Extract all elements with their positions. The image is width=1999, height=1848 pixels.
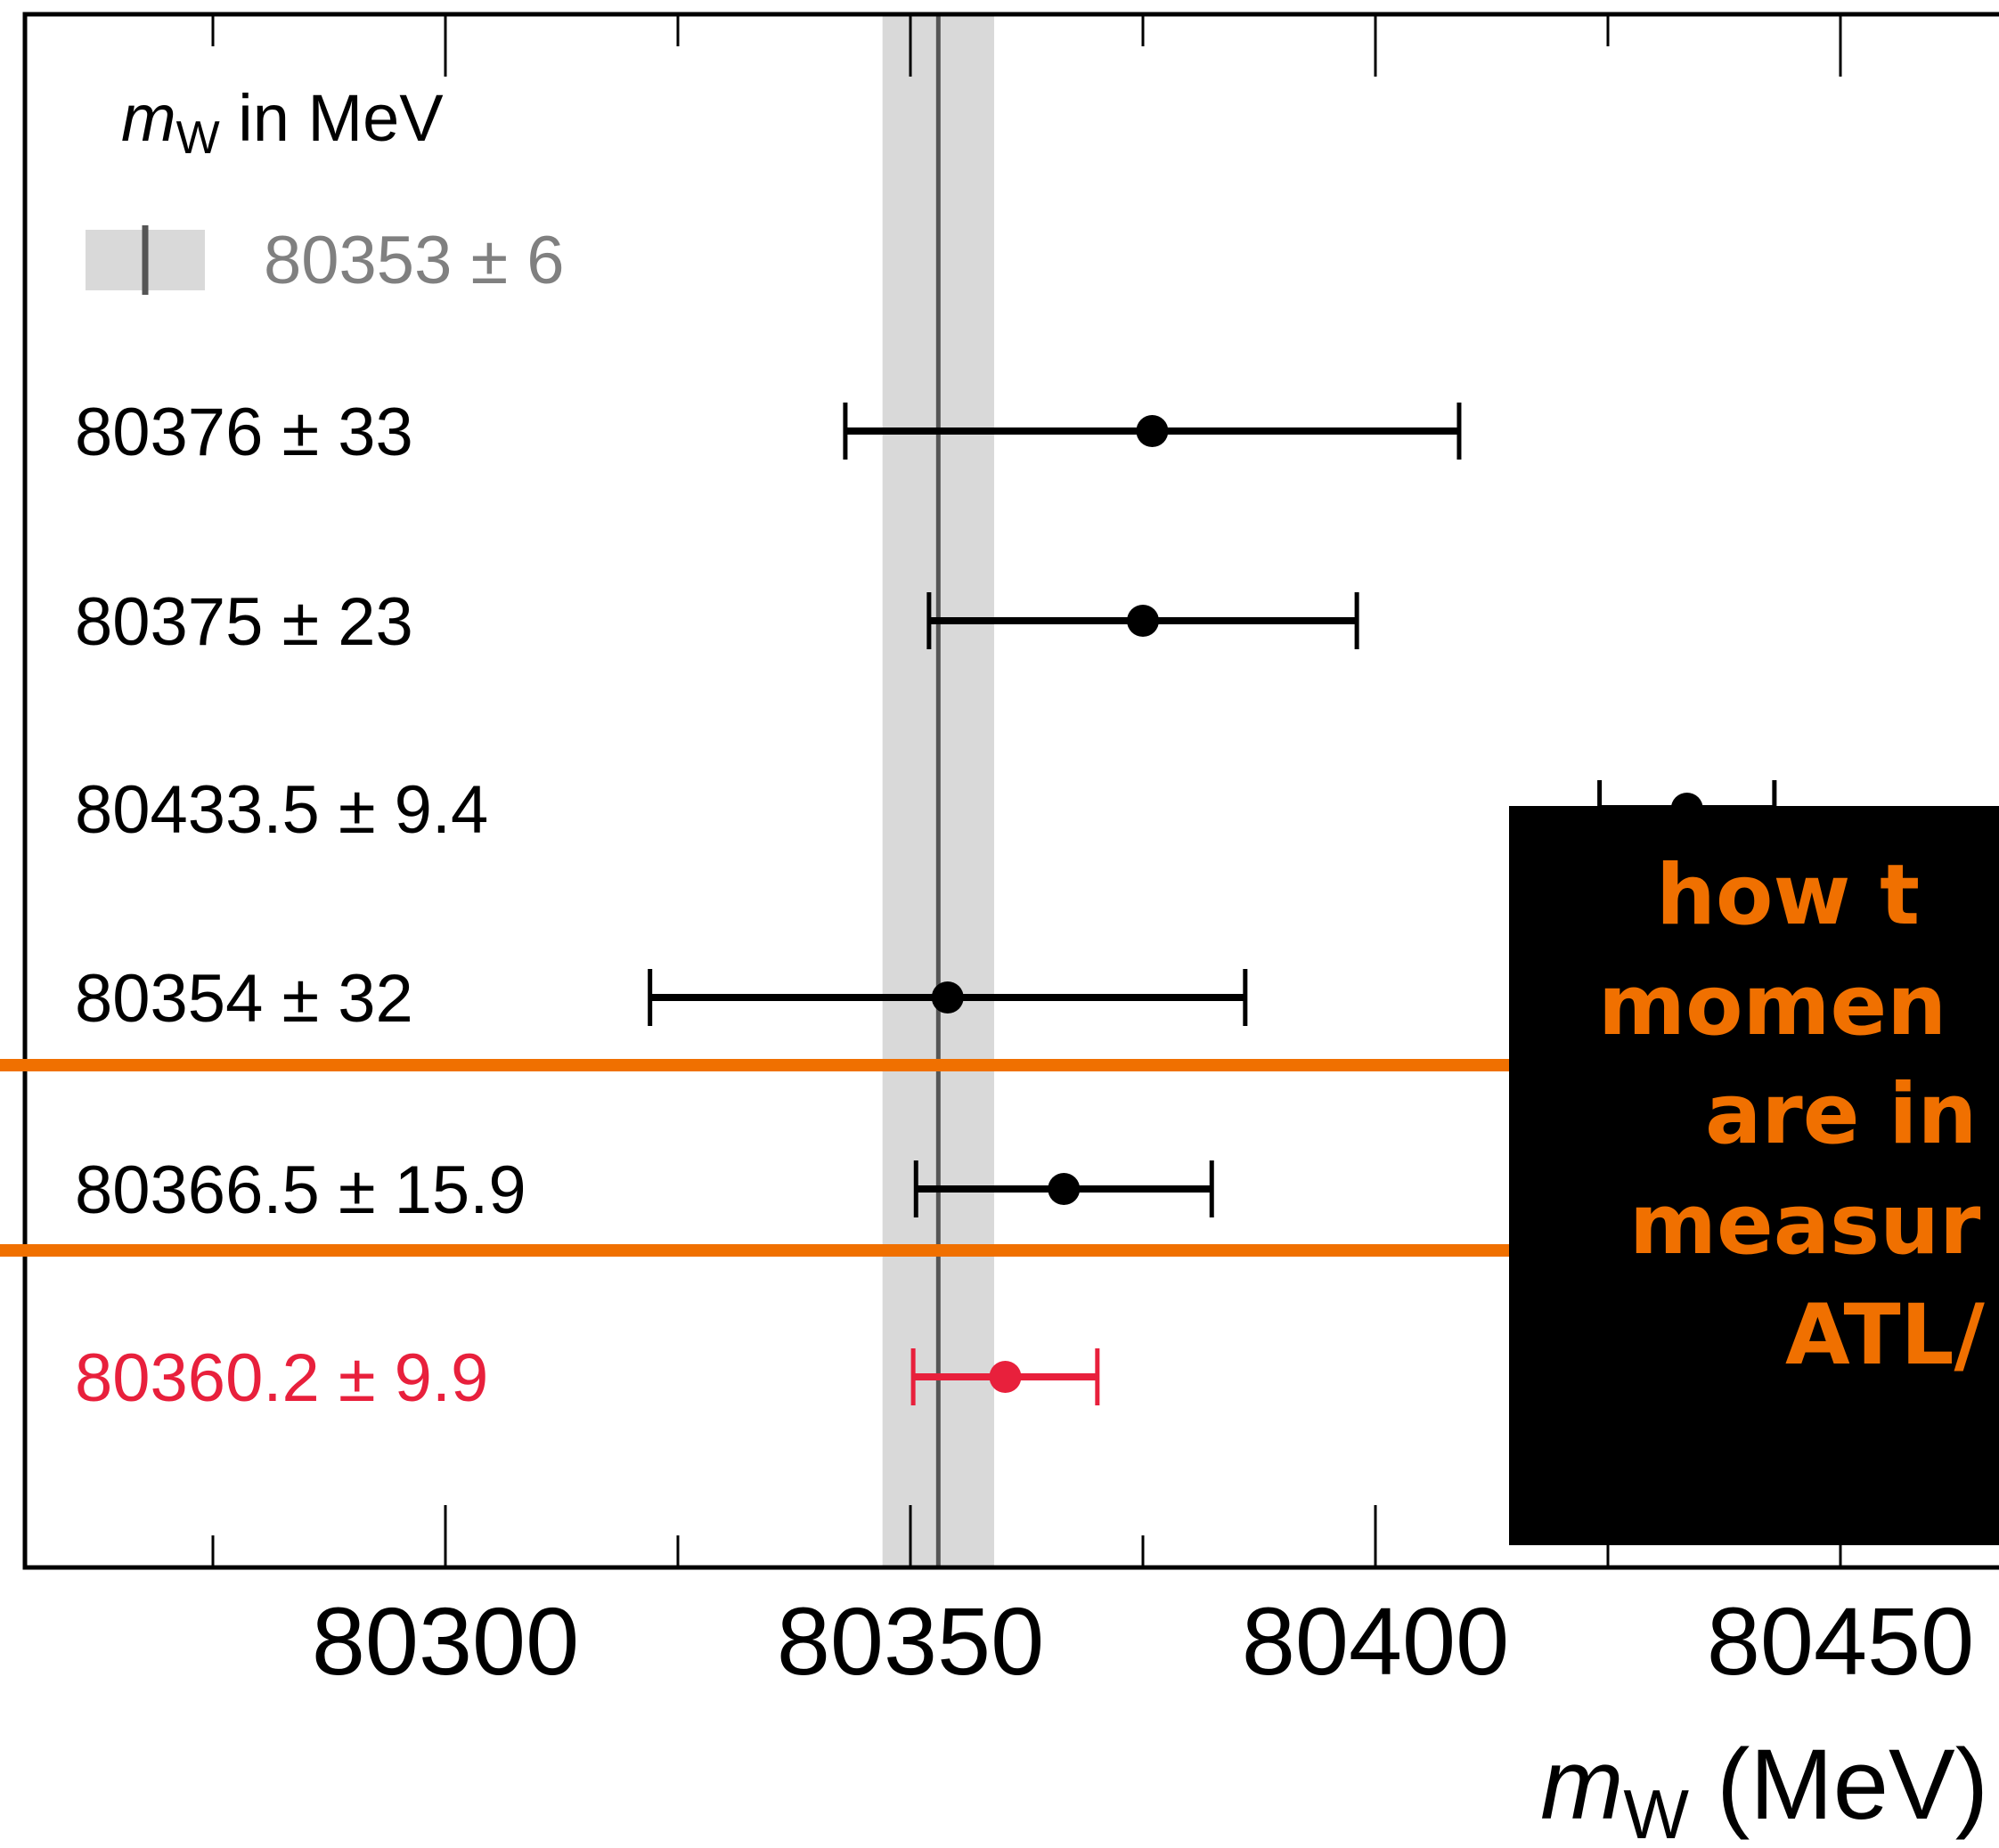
data-point (1048, 1173, 1081, 1205)
measurement-label: 80354 ± 32 (75, 961, 413, 1037)
x-tick-label: 80450 (1707, 1587, 1974, 1695)
overlay-line: ATL/ (1785, 1287, 1985, 1384)
highlight-line (0, 1244, 1514, 1257)
x-axis-label: mW (MeV) (1540, 1729, 1988, 1848)
legend-title: mW in MeV (121, 81, 444, 164)
overlay-line: measur (1629, 1176, 1981, 1274)
plot-frame (22, 12, 1999, 1570)
measurement-label: 80376 ± 33 (75, 395, 413, 470)
measurement-label: 80433.5 ± 9.4 (75, 772, 488, 848)
data-point (1127, 605, 1159, 637)
data-point (989, 1361, 1022, 1393)
annotation-overlay: how t momen are in measur ATL/ (1509, 806, 1999, 1545)
measurement-label: 80366.5 ± 15.9 (75, 1152, 526, 1228)
overlay-line: are in (1705, 1066, 1978, 1163)
x-tick-label: 80400 (1242, 1587, 1509, 1695)
data-point (1136, 415, 1169, 447)
highlight-line (0, 1059, 1514, 1071)
x-tick-label: 80350 (777, 1587, 1044, 1695)
data-point (931, 981, 964, 1014)
measurement-label: 80375 ± 23 (75, 584, 413, 660)
x-tick-label: 80300 (312, 1587, 579, 1695)
overlay-line: momen (1598, 957, 1947, 1054)
reference-label: 80353 ± 6 (264, 223, 565, 298)
overlay-line: how t (1656, 847, 1920, 944)
measurement-label: 80360.2 ± 9.9 (75, 1340, 488, 1416)
